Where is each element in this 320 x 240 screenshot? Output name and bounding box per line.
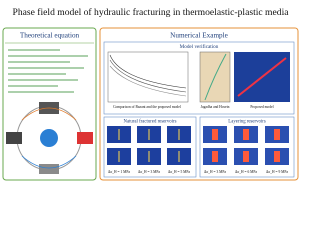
thumbnail-label: Δσ_H = 5 MPa [168, 170, 190, 174]
layering-title: Layering reservoirs [228, 120, 266, 125]
thumbnail-label: Δσ_H = 9 MPa [266, 170, 288, 174]
graphical-abstract: Phase field model of hydraulic fracturin… [2, 7, 299, 181]
thumbnail-label: Δσ_H = 3 MPa [204, 170, 226, 174]
fracture [212, 151, 218, 162]
left-panel-title: Theoretical equation [20, 32, 80, 40]
thumbnail-label: Δσ_H = 3 MPa [138, 170, 160, 174]
verification-plots [107, 51, 290, 103]
fracture [243, 151, 249, 162]
caption: Jagadha and Hosein [201, 105, 230, 109]
fracture [274, 129, 280, 140]
equations [8, 49, 88, 93]
fracture [212, 129, 218, 140]
verification-title: Model verification [180, 43, 219, 50]
fracture [243, 129, 249, 140]
natural-title: Natural fractured reservoirs [123, 120, 176, 125]
coupling-diagram [6, 102, 93, 174]
thumbnail-label: Δσ_H = 6 MPa [235, 170, 257, 174]
fracture [274, 151, 280, 162]
thumbnail-label: Δσ_H = 1 MPa [108, 170, 130, 174]
title: Phase field model of hydraulic fracturin… [13, 7, 290, 18]
thumbnails: Δσ_H = 1 MPa Δσ_H = 3 MPa Δσ_H = 5 MPa Δσ_H… [107, 126, 289, 174]
caption: Proposed model [250, 105, 273, 109]
caption: Comparison of Bazant and the proposed mo… [113, 105, 181, 109]
right-panel-title: Numerical Example [170, 32, 228, 40]
